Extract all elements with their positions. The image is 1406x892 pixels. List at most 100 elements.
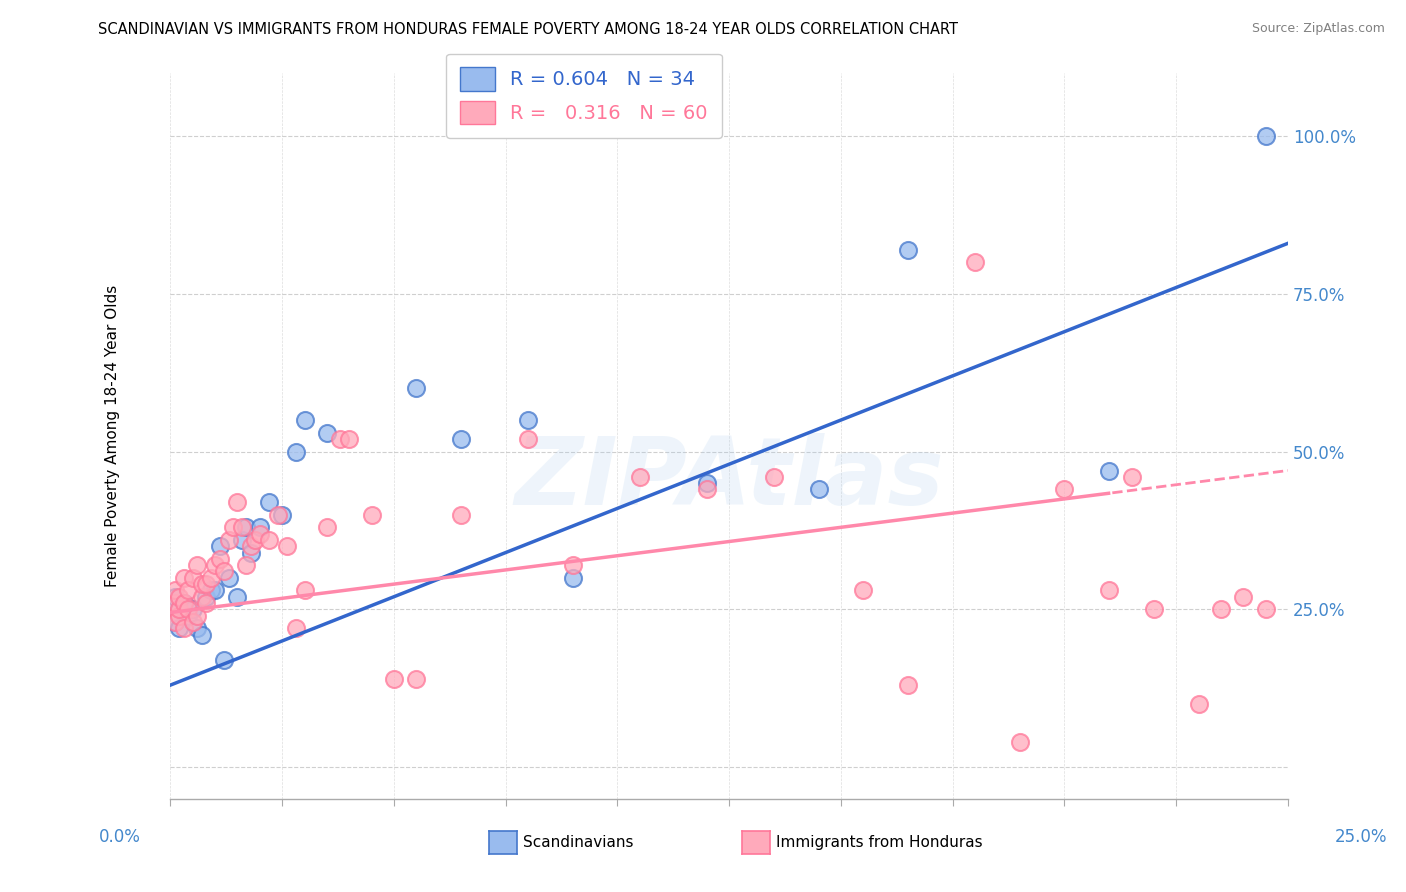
Point [195,596,218,610]
Point [1098,583,1121,598]
Point [807,483,830,497]
Point [517,413,540,427]
Point [208,552,231,566]
Point [169,621,191,635]
Point [208,539,231,553]
Y-axis label: Female Poverty Among 18-24 Year Olds: Female Poverty Among 18-24 Year Olds [105,285,120,587]
Point [762,470,785,484]
Point [181,615,204,629]
Point [204,558,226,573]
Point [249,520,271,534]
Point [852,583,875,598]
Point [226,590,249,604]
Point [163,590,186,604]
Point [231,520,253,534]
Point [235,520,257,534]
Point [1254,602,1277,616]
Point [163,615,186,629]
Point [1098,463,1121,477]
Point [218,571,240,585]
Text: SCANDINAVIAN VS IMMIGRANTS FROM HONDURAS FEMALE POVERTY AMONG 18-24 YEAR OLDS CO: SCANDINAVIAN VS IMMIGRANTS FROM HONDURAS… [98,22,959,37]
Point [517,432,540,446]
Point [315,520,337,534]
Point [696,483,718,497]
Point [186,621,208,635]
Point [204,583,226,598]
Point [315,425,337,440]
Point [177,602,200,616]
Point [218,533,240,547]
Point [181,571,204,585]
Point [222,520,245,534]
Point [173,571,195,585]
Legend: R = 0.604   N = 34, R =   0.316   N = 60: R = 0.604 N = 34, R = 0.316 N = 60 [446,54,721,138]
Point [245,533,267,547]
Text: 25.0%: 25.0% [1334,828,1388,846]
Point [897,243,920,257]
Point [169,602,191,616]
Point [163,596,186,610]
Point [173,596,195,610]
Point [169,608,191,623]
Point [181,602,204,616]
Point [561,558,583,573]
Point [561,571,583,585]
Point [1209,602,1232,616]
Point [294,583,316,598]
Point [239,545,262,559]
Text: Scandinavians: Scandinavians [523,836,634,850]
Point [163,615,186,629]
Point [897,678,920,692]
Point [271,508,294,522]
Point [450,432,472,446]
Point [329,432,352,446]
Text: Immigrants from Honduras: Immigrants from Honduras [776,836,983,850]
Point [360,508,382,522]
Point [1254,128,1277,143]
Point [195,590,218,604]
Point [163,583,186,598]
Point [1008,735,1031,749]
Point [267,508,290,522]
Point [382,672,405,686]
Point [195,577,218,591]
Point [1121,470,1143,484]
Point [235,558,257,573]
Point [169,590,191,604]
Point [186,558,208,573]
Point [405,381,427,395]
Point [1187,697,1209,711]
Point [212,565,235,579]
Point [696,476,718,491]
Point [284,444,307,458]
Point [294,413,316,427]
Point [1143,602,1166,616]
Point [173,621,195,635]
Point [450,508,472,522]
Point [257,495,280,509]
Point [177,583,200,598]
Point [1053,483,1076,497]
Point [212,653,235,667]
Point [249,526,271,541]
Point [405,672,427,686]
Point [276,539,298,553]
Point [1232,590,1254,604]
Point [190,590,212,604]
Point [239,539,262,553]
Point [337,432,360,446]
Point [231,533,253,547]
Point [190,577,212,591]
Text: Source: ZipAtlas.com: Source: ZipAtlas.com [1251,22,1385,36]
Text: 0.0%: 0.0% [98,828,141,846]
Point [190,627,212,641]
Point [200,583,222,598]
Point [173,596,195,610]
Point [257,533,280,547]
Point [965,255,987,269]
Point [186,608,208,623]
Point [226,495,249,509]
Point [200,571,222,585]
Point [284,621,307,635]
Point [177,608,200,623]
